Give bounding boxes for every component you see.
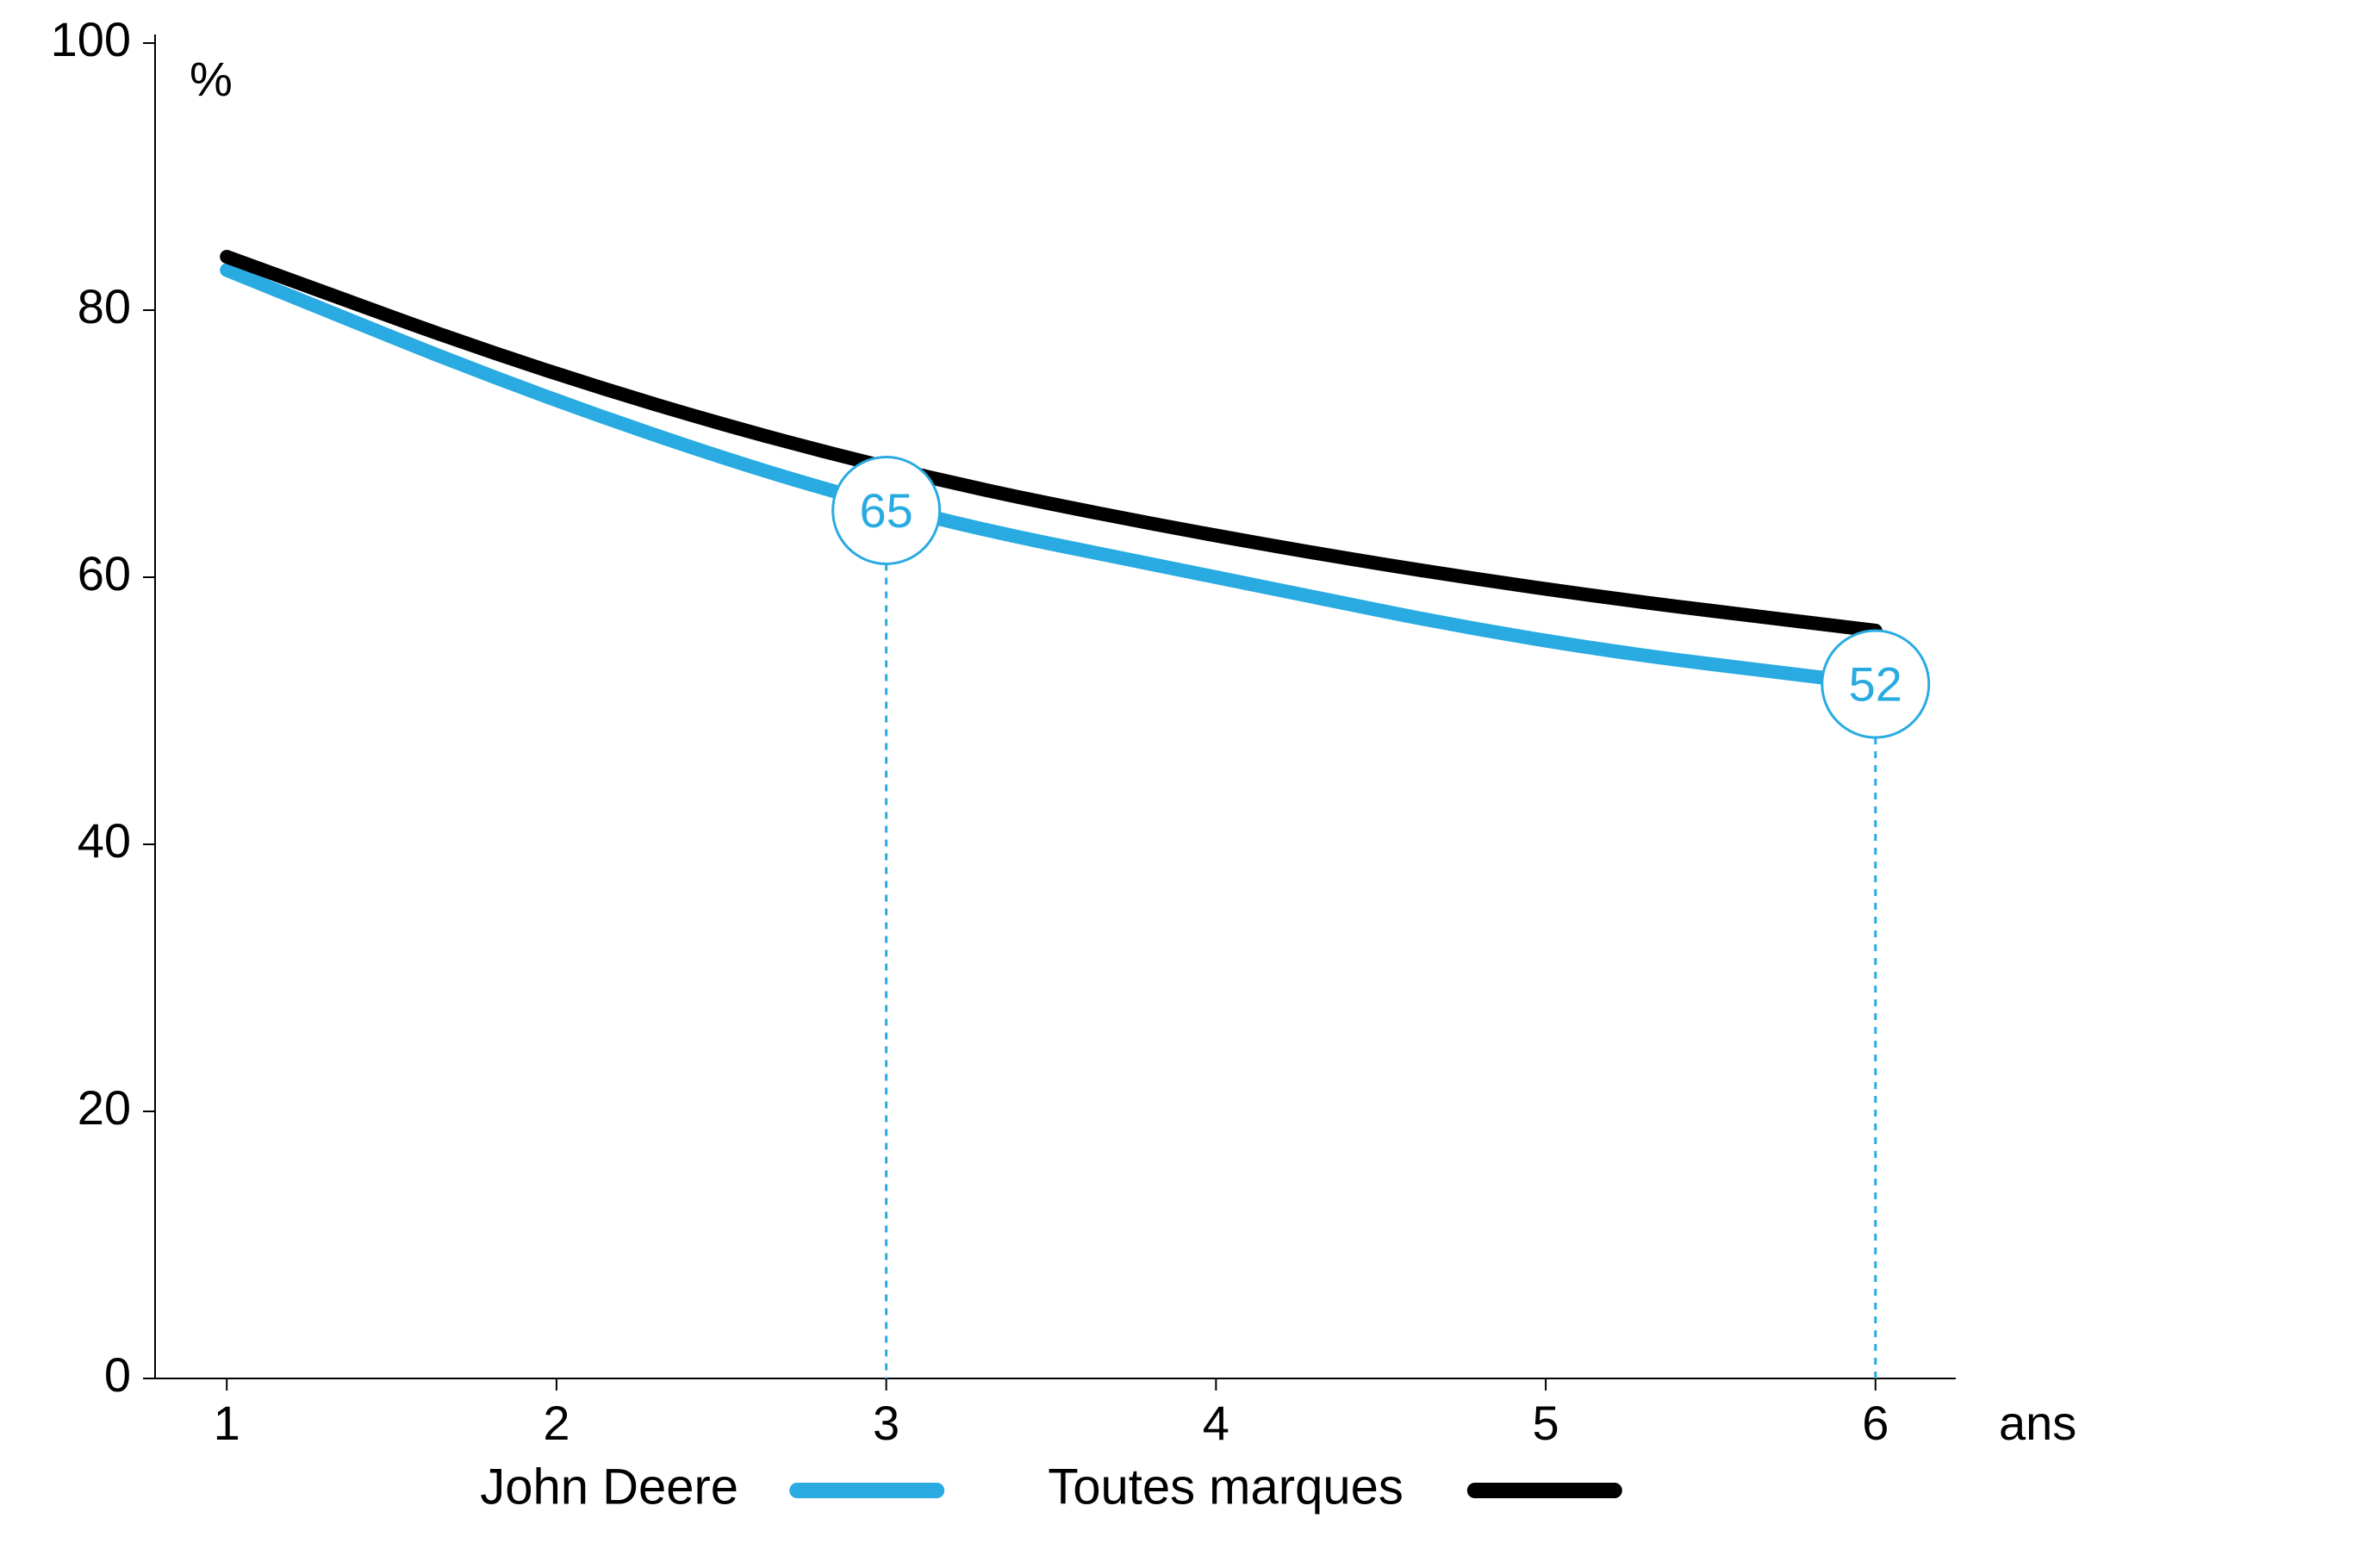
legend-label: Toutes marques [1048,1459,1404,1515]
y-tick-label: 0 [104,1347,131,1402]
y-tick-label: 60 [78,546,131,600]
line-chart: 0 20 40 60 80 100% 1 2 3 4 5 6 ans 65 52 John Deere Tout… [0,0,2359,1568]
legend-label: John Deere [480,1459,738,1515]
x-tick-label: 2 [543,1396,570,1450]
y-tick-label: 100 [51,12,131,66]
callout-label: 65 [859,483,912,538]
legend-swatch [1467,1483,1622,1498]
y-axis-unit: % [190,52,233,106]
legend-swatch [789,1483,944,1498]
callout-label: 52 [1849,657,1902,712]
x-tick-label: 4 [1203,1396,1229,1450]
x-tick-label: 3 [873,1396,899,1450]
x-tick-label: 1 [214,1396,240,1450]
y-tick-label: 20 [78,1080,131,1135]
y-tick-label: 40 [78,813,131,868]
chart-svg: 0 20 40 60 80 100% 1 2 3 4 5 6 ans 65 52 John Deere Tout… [0,0,2359,1568]
x-tick-label: 5 [1533,1396,1559,1450]
x-tick-label: 6 [1862,1396,1889,1450]
x-axis-unit: ans [1999,1396,2076,1450]
y-tick-label: 80 [78,279,131,333]
